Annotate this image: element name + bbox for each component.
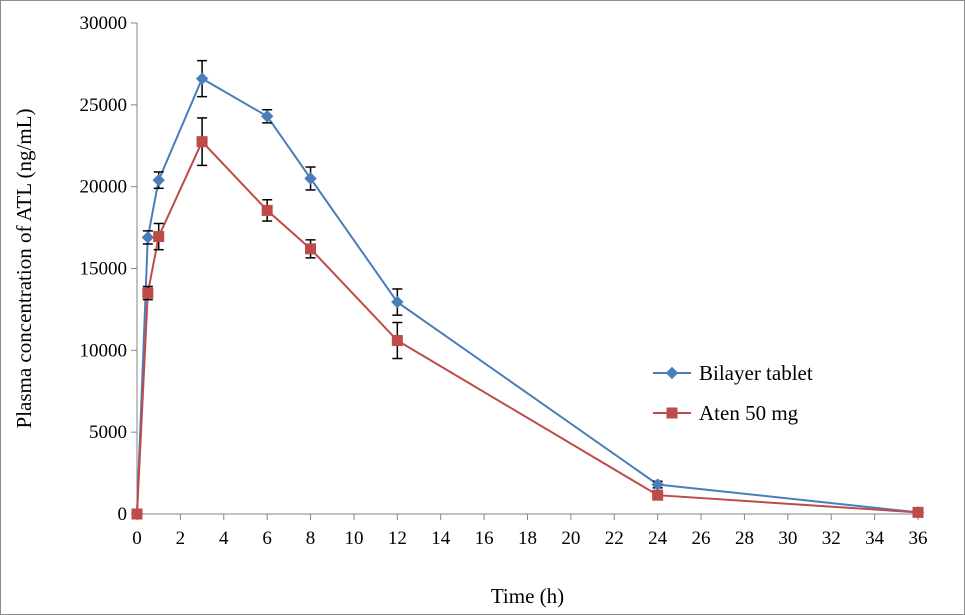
- series-line: [136, 77, 919, 515]
- x-tick-label: 12: [388, 528, 407, 549]
- x-tick-label: 2: [176, 528, 186, 549]
- legend-label: Aten 50 mg: [699, 401, 799, 425]
- x-tick-label: 36: [909, 528, 928, 549]
- data-point: [391, 335, 403, 347]
- legend-item-2: Aten 50 mg: [653, 401, 799, 425]
- y-tick-label: 20000: [80, 177, 128, 198]
- x-tick-label: 24: [648, 528, 668, 549]
- x-tick-label: 30: [778, 528, 797, 549]
- x-tick-label: 20: [561, 528, 580, 549]
- y-tick-label: 15000: [80, 259, 128, 280]
- data-point: [195, 72, 209, 85]
- data-point: [261, 204, 273, 216]
- y-tick-label: 5000: [89, 422, 127, 443]
- x-tick-label: 6: [262, 528, 272, 549]
- series-2-markers: [131, 136, 924, 520]
- x-tick-label: 10: [344, 528, 363, 549]
- x-tick-label: 14: [431, 528, 451, 549]
- series-layer: [130, 59, 925, 521]
- legend: Bilayer tablet Aten 50 mg: [653, 361, 813, 425]
- x-tick-label: 34: [865, 528, 885, 549]
- series-1-errorbars: [142, 59, 663, 489]
- y-tick-label: 0: [118, 504, 128, 525]
- data-point: [142, 287, 154, 299]
- data-point: [153, 231, 165, 243]
- y-tick-label: 30000: [80, 13, 128, 34]
- data-point: [196, 136, 208, 148]
- legend-item-1: Bilayer tablet: [653, 361, 813, 385]
- y-tick-label: 10000: [80, 340, 128, 361]
- x-tick-label: 16: [475, 528, 494, 549]
- x-tick-label: 28: [735, 528, 754, 549]
- x-tick-label: 8: [306, 528, 316, 549]
- legend-marker: [666, 407, 678, 419]
- x-tick-label: 32: [822, 528, 841, 549]
- series-1-markers: [130, 72, 925, 521]
- x-tick-label: 4: [219, 528, 229, 549]
- y-axis-title: Plasma concentration of ATL (ng/mL): [12, 109, 36, 429]
- series-1: [136, 77, 919, 515]
- series-2: [136, 139, 919, 515]
- y-tick-label: 25000: [80, 95, 128, 116]
- x-tick-label: 22: [605, 528, 624, 549]
- data-point: [912, 506, 924, 518]
- data-point: [260, 110, 274, 123]
- data-point: [652, 489, 664, 501]
- series-line: [136, 139, 919, 515]
- x-tick-label: 26: [692, 528, 711, 549]
- data-point: [131, 508, 143, 520]
- data-point: [152, 173, 165, 187]
- x-axis-title: Time (h): [491, 584, 564, 608]
- data-point: [305, 243, 317, 255]
- x-tick-label: 0: [132, 528, 142, 549]
- data-point: [391, 295, 404, 309]
- data-point: [141, 231, 155, 244]
- series-2-errorbars: [142, 117, 663, 499]
- x-tick-label: 18: [518, 528, 537, 549]
- data-point: [304, 172, 317, 185]
- legend-marker: [665, 366, 679, 380]
- legend-label: Bilayer tablet: [699, 361, 813, 385]
